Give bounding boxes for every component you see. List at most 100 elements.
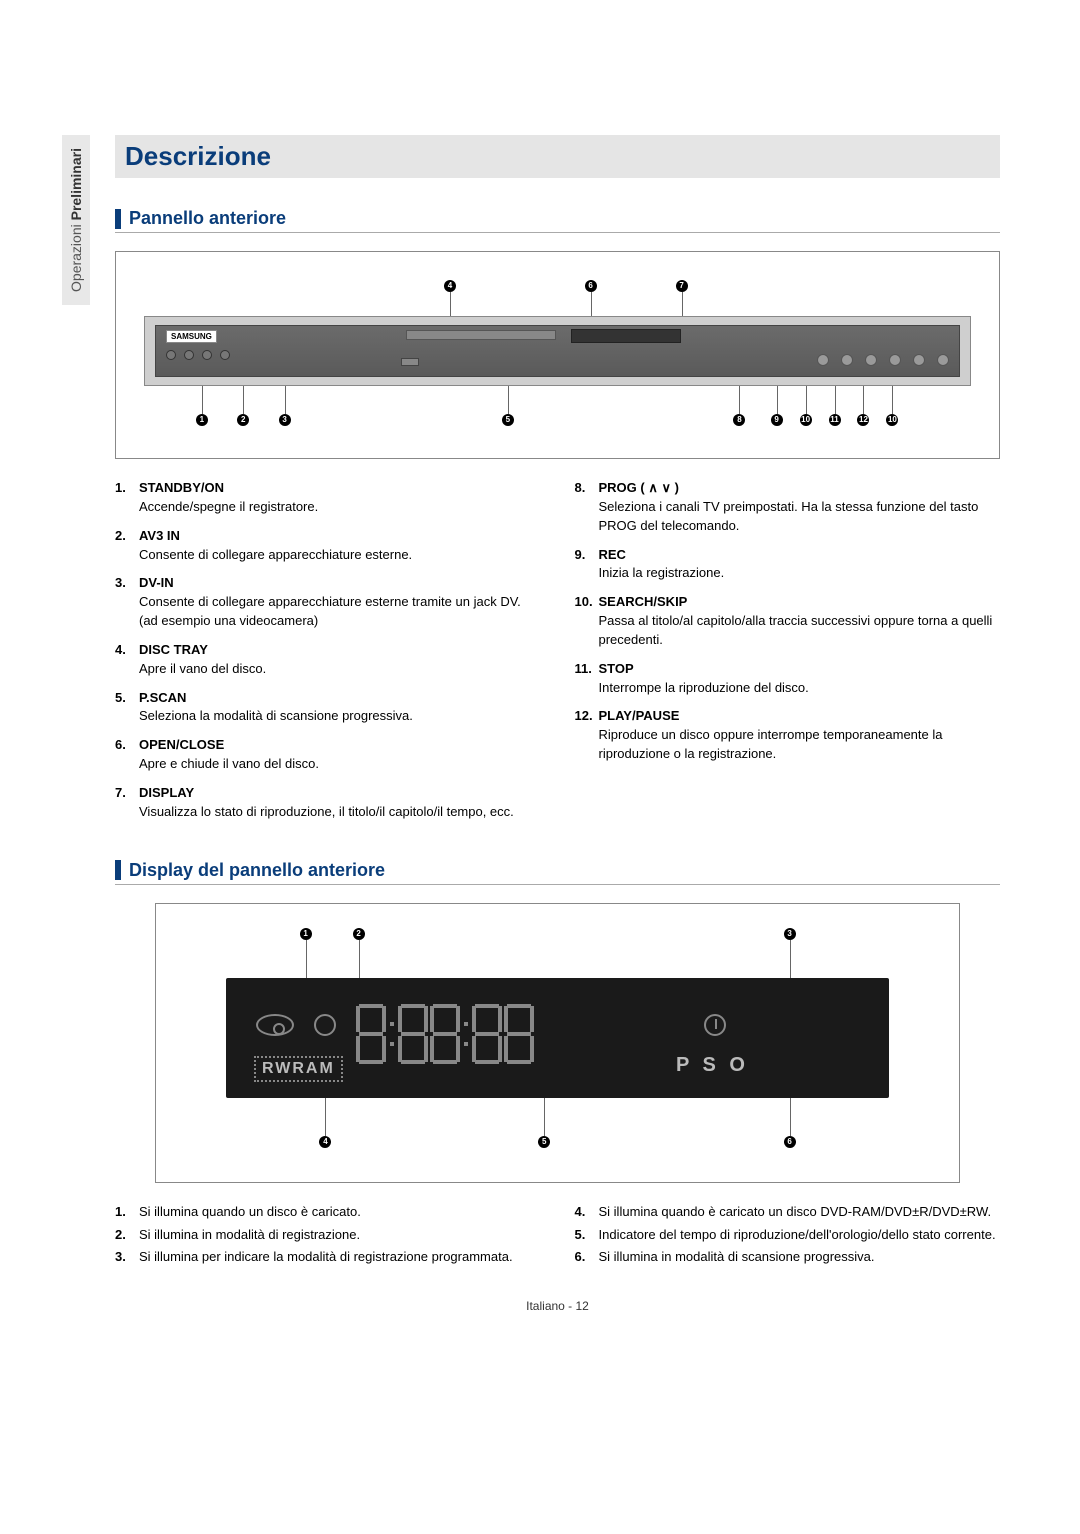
callout-marker: 12 xyxy=(857,414,869,426)
heading-marker xyxy=(115,209,121,229)
legend-desc: Seleziona i canali TV preimpostati. Ha l… xyxy=(599,498,1001,536)
callout-line xyxy=(544,1098,545,1136)
callout-line xyxy=(682,292,683,316)
callout-line xyxy=(790,1098,791,1136)
timer-rec-icon xyxy=(704,1014,726,1036)
legend-body: Indicatore del tempo di riproduzione/del… xyxy=(599,1226,996,1245)
round-button-icon xyxy=(817,354,829,366)
legend-number: 4. xyxy=(115,641,139,679)
front-panel-figure: 467 SAMSUNG xyxy=(115,251,1000,459)
legend-title: OPEN/CLOSE xyxy=(139,736,319,755)
page-title: Descrizione xyxy=(125,141,990,172)
legend-body: DISPLAYVisualizza lo stato di riproduzio… xyxy=(139,784,514,822)
legend-number: 11. xyxy=(575,660,599,698)
callout-marker: 3 xyxy=(784,928,796,940)
legend-desc: Interrompe la riproduzione del disco. xyxy=(599,679,809,698)
legend-body: PROG ( ∧ ∨ )Seleziona i canali TV preimp… xyxy=(599,479,1001,536)
callout-line xyxy=(450,292,451,316)
legend-body: Si illumina per indicare la modalità di … xyxy=(139,1248,513,1267)
rec-mode-icon xyxy=(314,1014,336,1036)
legend-body: Si illumina in modalità di registrazione… xyxy=(139,1226,360,1245)
legend-number: 1. xyxy=(115,479,139,517)
legend-desc: Accende/spegne il registratore. xyxy=(139,498,318,517)
legend-item: 3.Si illumina per indicare la modalità d… xyxy=(115,1248,541,1267)
legend-body: OPEN/CLOSEApre e chiude il vano del disc… xyxy=(139,736,319,774)
callout-marker: 1 xyxy=(300,928,312,940)
callout-line xyxy=(835,386,836,414)
legend-item: 2.AV3 INConsente di collegare apparecchi… xyxy=(115,527,541,565)
round-button-icon xyxy=(913,354,925,366)
legend-body: STOPInterrompe la riproduzione del disco… xyxy=(599,660,809,698)
display-panel: RWRAM P S O xyxy=(226,978,889,1098)
callout-marker: 10 xyxy=(886,414,898,426)
legend-number: 9. xyxy=(575,546,599,584)
legend-desc: Indicatore del tempo di riproduzione/del… xyxy=(599,1226,996,1245)
legend-item: 9.RECInizia la registrazione. xyxy=(575,546,1001,584)
callout-line xyxy=(243,386,244,414)
round-button-icon xyxy=(937,354,949,366)
legend-item: 4.DISC TRAYApre il vano del disco. xyxy=(115,641,541,679)
legend-desc: Passa al titolo/al capitolo/alla traccia… xyxy=(599,612,1001,650)
side-tab-light: Operazioni xyxy=(68,224,84,292)
callout-line xyxy=(777,386,778,414)
legend-number: 7. xyxy=(115,784,139,822)
round-button-icon xyxy=(865,354,877,366)
pscan-icon xyxy=(401,358,419,366)
callout-marker: 10 xyxy=(800,414,812,426)
legend-number: 1. xyxy=(115,1203,139,1222)
callout-marker: 7 xyxy=(676,280,688,292)
legend-body: Si illumina quando è caricato un disco D… xyxy=(599,1203,992,1222)
legend-item: 10.SEARCH/SKIPPassa al titolo/al capitol… xyxy=(575,593,1001,650)
legend-number: 5. xyxy=(115,689,139,727)
brand-label: SAMSUNG xyxy=(166,330,217,343)
callout-marker: 4 xyxy=(444,280,456,292)
disc-loaded-icon xyxy=(256,1014,294,1036)
round-button-icon xyxy=(889,354,901,366)
section2-heading-row: Display del pannello anteriore xyxy=(115,860,1000,885)
legend-item: 5.Indicatore del tempo di riproduzione/d… xyxy=(575,1226,1001,1245)
legend-desc: Apre e chiude il vano del disco. xyxy=(139,755,319,774)
legend-desc: Si illumina quando un disco è caricato. xyxy=(139,1203,361,1222)
legend-body: STANDBY/ONAccende/spegne il registratore… xyxy=(139,479,318,517)
callout-line xyxy=(285,386,286,414)
title-band: Descrizione xyxy=(115,135,1000,178)
legend-number: 3. xyxy=(115,1248,139,1267)
legend-body: DISC TRAYApre il vano del disco. xyxy=(139,641,266,679)
legend-body: AV3 INConsente di collegare apparecchiat… xyxy=(139,527,412,565)
legend-title: DV-IN xyxy=(139,574,541,593)
legend-desc: Seleziona la modalità di scansione progr… xyxy=(139,707,413,726)
callout-line xyxy=(806,386,807,414)
legend-number: 4. xyxy=(575,1203,599,1222)
jack-icon xyxy=(220,350,230,360)
legend-body: Si illumina quando un disco è caricato. xyxy=(139,1203,361,1222)
legend-item: 6.OPEN/CLOSEApre e chiude il vano del di… xyxy=(115,736,541,774)
legend-item: 12.PLAY/PAUSERiproduce un disco oppure i… xyxy=(575,707,1001,764)
legend-item: 3.DV-INConsente di collegare apparecchia… xyxy=(115,574,541,631)
legend-desc: Riproduce un disco oppure interrompe tem… xyxy=(599,726,1001,764)
legend-body: Si illumina in modalità di scansione pro… xyxy=(599,1248,875,1267)
jack-icon xyxy=(166,350,176,360)
heading-marker xyxy=(115,860,121,880)
legend-body: P.SCANSeleziona la modalità di scansione… xyxy=(139,689,413,727)
legend-body: DV-INConsente di collegare apparecchiatu… xyxy=(139,574,541,631)
legend-number: 12. xyxy=(575,707,599,764)
legend-title: DISC TRAY xyxy=(139,641,266,660)
legend-desc: Si illumina in modalità di registrazione… xyxy=(139,1226,360,1245)
callout-line xyxy=(508,386,509,414)
callout-marker: 5 xyxy=(502,414,514,426)
display-panel-legend: 1.Si illumina quando un disco è caricato… xyxy=(115,1203,1000,1272)
legend-desc: Consente di collegare apparecchiature es… xyxy=(139,593,541,631)
page-footer: Italiano - 12 xyxy=(115,1299,1000,1313)
side-tab: Operazioni Preliminari xyxy=(62,135,90,305)
legend-item: 8.PROG ( ∧ ∨ )Seleziona i canali TV prei… xyxy=(575,479,1001,536)
legend-body: SEARCH/SKIPPassa al titolo/al capitolo/a… xyxy=(599,593,1001,650)
legend-title: AV3 IN xyxy=(139,527,412,546)
callout-marker: 2 xyxy=(237,414,249,426)
legend-number: 10. xyxy=(575,593,599,650)
av-jacks xyxy=(166,350,230,360)
legend-body: PLAY/PAUSERiproduce un disco oppure inte… xyxy=(599,707,1001,764)
device-face: SAMSUNG xyxy=(155,325,960,377)
callout-line xyxy=(591,292,592,316)
legend-item: 5.P.SCANSeleziona la modalità di scansio… xyxy=(115,689,541,727)
callout-marker: 9 xyxy=(771,414,783,426)
